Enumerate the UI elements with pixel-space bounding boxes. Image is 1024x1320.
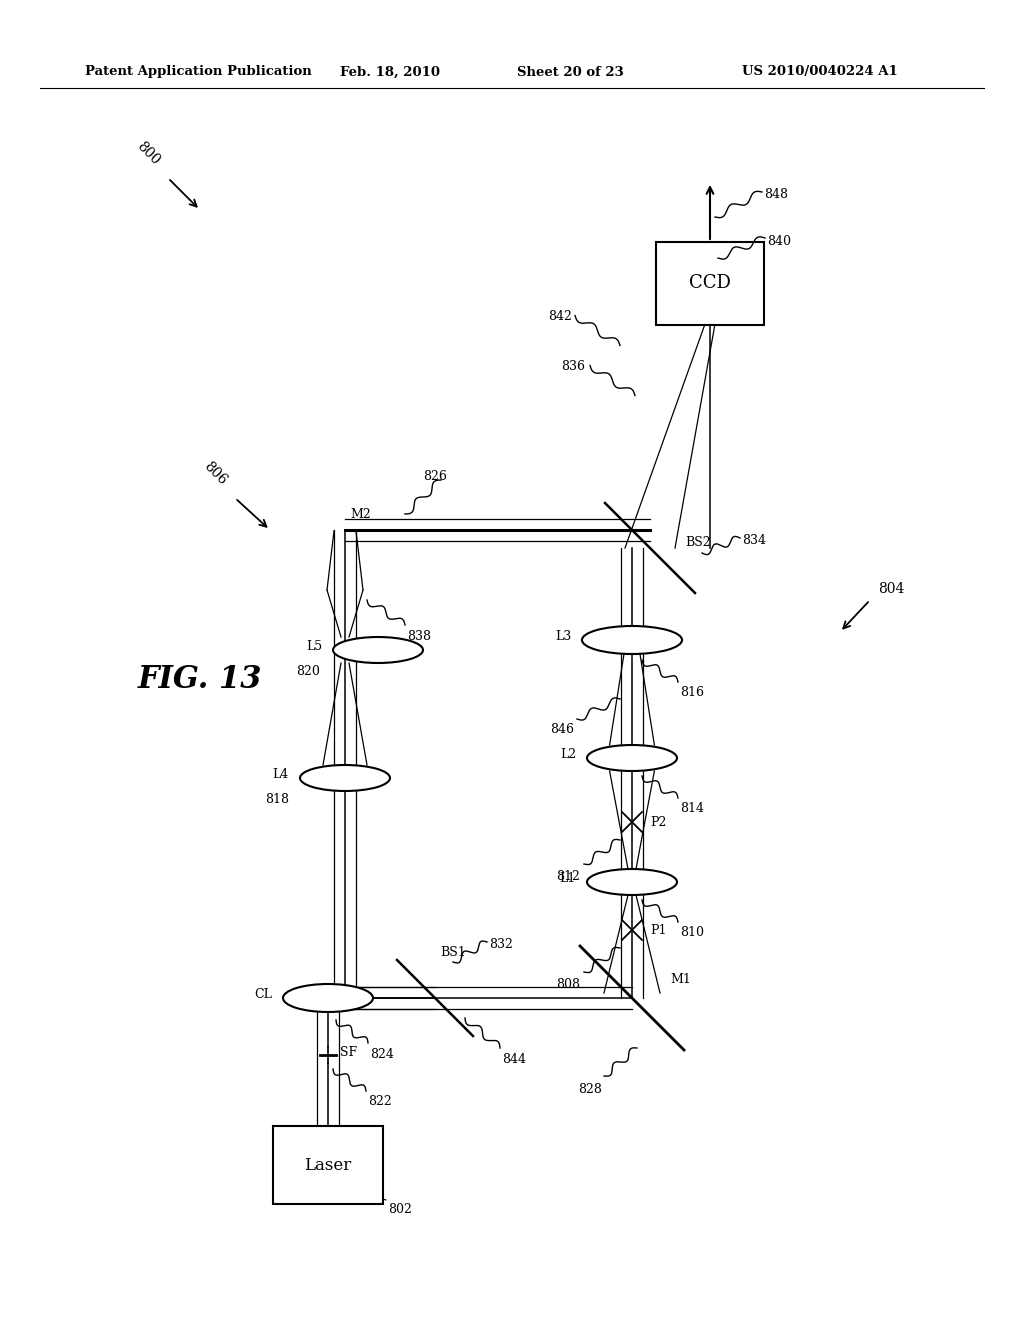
Text: 828: 828: [579, 1082, 602, 1096]
Text: 842: 842: [548, 310, 572, 323]
FancyBboxPatch shape: [656, 242, 764, 325]
Ellipse shape: [333, 638, 423, 663]
Text: 810: 810: [680, 927, 705, 939]
Text: CCD: CCD: [689, 275, 731, 292]
Text: SF: SF: [340, 1047, 357, 1060]
Text: L1: L1: [560, 873, 575, 886]
Text: 846: 846: [550, 723, 574, 737]
Text: 834: 834: [742, 535, 766, 546]
Text: 826: 826: [423, 470, 446, 483]
Text: 808: 808: [556, 978, 580, 991]
Text: L2: L2: [560, 748, 575, 762]
Text: 820: 820: [296, 665, 319, 678]
Text: L3: L3: [556, 631, 572, 644]
Text: 836: 836: [561, 360, 585, 374]
Text: 824: 824: [370, 1048, 394, 1061]
Text: 814: 814: [680, 803, 705, 814]
Text: P2: P2: [650, 816, 667, 829]
Text: 848: 848: [764, 187, 788, 201]
Text: CL: CL: [254, 989, 272, 1002]
FancyBboxPatch shape: [273, 1126, 383, 1204]
Text: 818: 818: [265, 793, 289, 807]
Text: 812: 812: [556, 870, 580, 883]
Text: 800: 800: [134, 140, 162, 168]
Text: 840: 840: [767, 235, 791, 248]
Text: Patent Application Publication: Patent Application Publication: [85, 66, 311, 78]
Text: 822: 822: [368, 1096, 392, 1107]
Text: 806: 806: [201, 459, 229, 488]
Text: P1: P1: [650, 924, 667, 936]
Ellipse shape: [582, 626, 682, 653]
Ellipse shape: [587, 869, 677, 895]
Text: BS1: BS1: [440, 946, 466, 960]
Text: FIG. 13: FIG. 13: [138, 664, 262, 696]
Text: Sheet 20 of 23: Sheet 20 of 23: [517, 66, 624, 78]
Text: BS2: BS2: [685, 536, 711, 549]
Text: Feb. 18, 2010: Feb. 18, 2010: [340, 66, 440, 78]
Text: Laser: Laser: [304, 1156, 351, 1173]
Text: 816: 816: [680, 686, 705, 700]
Text: US 2010/0040224 A1: US 2010/0040224 A1: [742, 66, 898, 78]
Text: M2: M2: [350, 508, 371, 521]
Ellipse shape: [300, 766, 390, 791]
Text: 802: 802: [388, 1203, 412, 1216]
Text: L5: L5: [306, 640, 322, 653]
Text: 844: 844: [502, 1053, 526, 1067]
Text: 804: 804: [878, 582, 904, 597]
Text: L4: L4: [272, 768, 289, 781]
Text: M1: M1: [670, 973, 691, 986]
Ellipse shape: [283, 983, 373, 1012]
Text: 838: 838: [407, 630, 431, 643]
Ellipse shape: [587, 744, 677, 771]
Text: 832: 832: [489, 939, 513, 950]
